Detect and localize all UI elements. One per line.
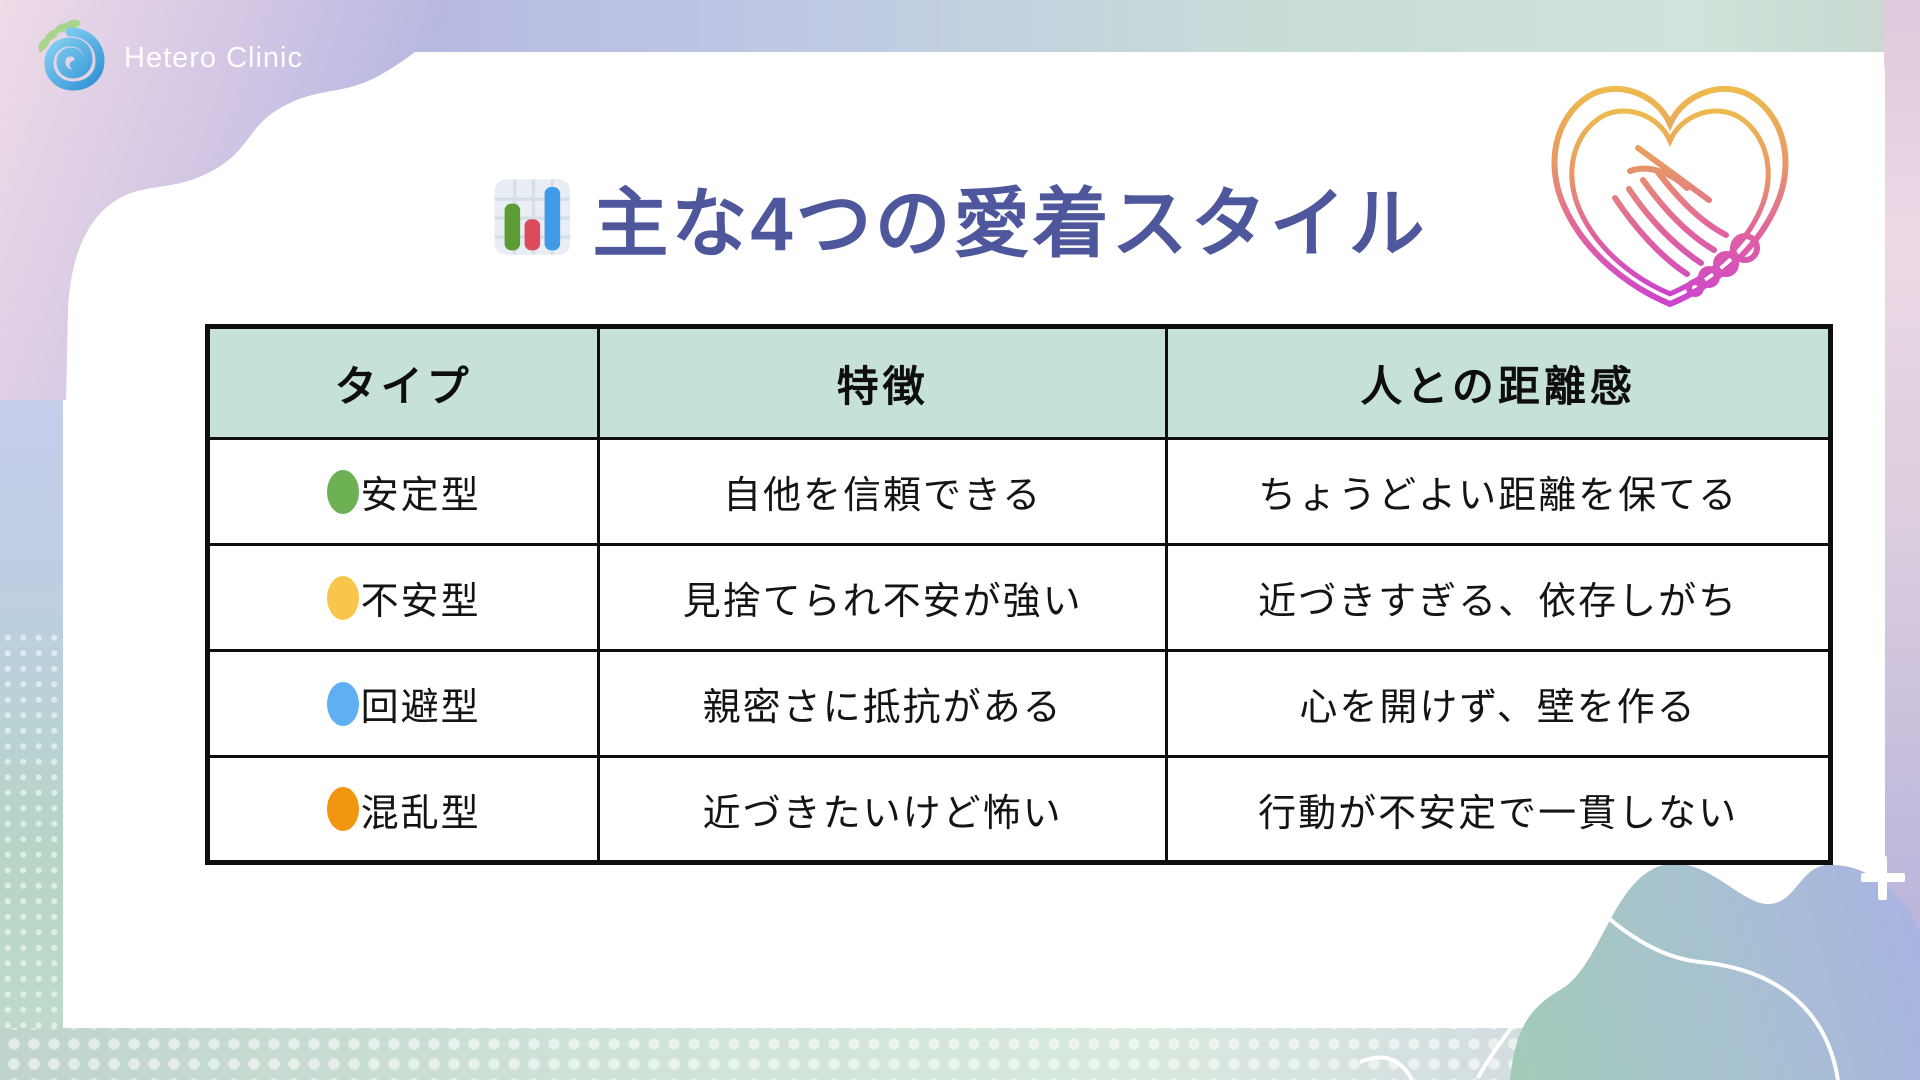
orange-dot-icon (326, 787, 359, 831)
distance-cell: 近づきすぎる、依存しがち (1165, 543, 1832, 652)
topleft-gradient-blob (0, 0, 452, 400)
title-row: 主な4つの愛着スタイル (492, 162, 1427, 272)
header-trait: 特徴 (597, 325, 1169, 440)
leaf-branch (38, 19, 81, 53)
table-row-anxious: 不安型 見捨てられ不安が強い 近づきすぎる、依存しがち (205, 543, 1832, 652)
white-curve-line (1476, 888, 1840, 1080)
trait-cell: 見捨てられ不安が強い (597, 543, 1169, 652)
plus-icon (1861, 856, 1905, 900)
type-label: 安定型 (360, 475, 481, 517)
dot-pattern-left (0, 630, 63, 1080)
header-type: タイプ (205, 325, 601, 440)
yellow-dot-icon (326, 575, 359, 620)
page-title: 主な4つの愛着スタイル (592, 182, 1428, 267)
trait-cell: 親密さに抵抗がある (597, 649, 1169, 758)
table-row-disorganized: 混乱型 近づきたいけど怖い 行動が不安定で一貫しない (205, 755, 1832, 864)
heart-handshake-icon (1535, 76, 1805, 321)
table-header-row: タイプ 特徴 人との距離感 (205, 325, 1832, 440)
trait-cell: 近づきたいけど怖い (597, 755, 1169, 864)
brand-name: Hetero Clinic (124, 41, 303, 74)
white-arc-line (1360, 1055, 1414, 1080)
blue-dot-icon (326, 681, 359, 726)
trait-cell: 自他を信頼できる (597, 437, 1169, 546)
attachment-styles-table: タイプ 特徴 人との距離感 安定型 自他を信頼できる ちょうどよい距離を保てる … (205, 324, 1833, 865)
table-row-avoidant: 回避型 親密さに抵抗がある 心を開けず、壁を作る (205, 649, 1832, 758)
bar-chart-icon (494, 179, 571, 255)
botright-gradient-blob (1360, 856, 1920, 1080)
type-label: 不安型 (360, 581, 481, 623)
header-distance: 人との距離感 (1165, 325, 1832, 440)
type-label: 混乱型 (360, 792, 481, 835)
spiral (44, 27, 105, 91)
distance-cell: 心を開けず、壁を作る (1165, 649, 1832, 758)
table-row-secure: 安定型 自他を信頼できる ちょうどよい距離を保てる (205, 437, 1832, 546)
type-label: 回避型 (360, 687, 481, 729)
spiral-leaf-logo-icon (38, 19, 105, 91)
distance-cell: 行動が不安定で一貫しない (1165, 755, 1832, 864)
brand-block: Hetero Clinic (30, 18, 303, 98)
green-dot-icon (326, 469, 359, 514)
distance-cell: ちょうどよい距離を保てる (1165, 437, 1832, 546)
